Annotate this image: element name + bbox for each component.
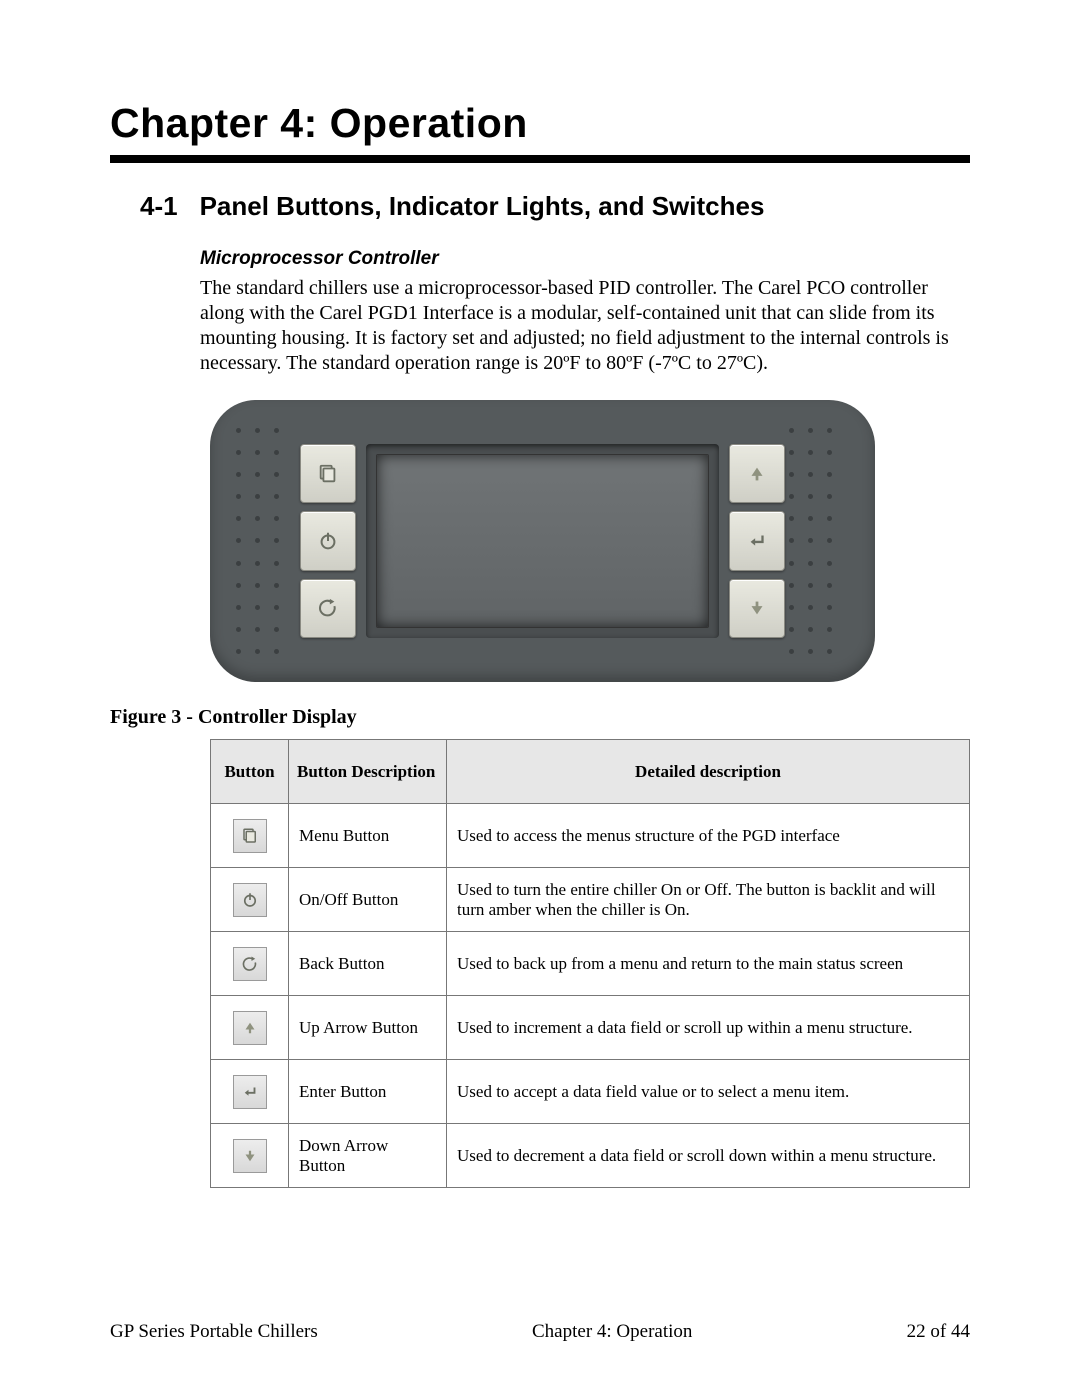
section-heading: 4-1 Panel Buttons, Indicator Lights, and… [140, 191, 970, 222]
button-icon-cell [211, 804, 289, 868]
section-number: 4-1 [140, 191, 178, 222]
button-desc-cell: Enter Button [289, 1060, 447, 1124]
back-button[interactable] [300, 579, 356, 638]
lcd-screen [376, 454, 709, 628]
up-icon [233, 1011, 267, 1045]
menu-button[interactable] [300, 444, 356, 503]
button-desc-cell: Back Button [289, 932, 447, 996]
button-detail-cell: Used to access the menus structure of th… [447, 804, 970, 868]
up-button[interactable] [729, 444, 785, 503]
table-row: On/Off ButtonUsed to turn the entire chi… [211, 868, 970, 932]
table-row: Menu ButtonUsed to access the menus stru… [211, 804, 970, 868]
down-icon [233, 1139, 267, 1173]
screen-bezel [366, 444, 719, 638]
table-row: Up Arrow ButtonUsed to increment a data … [211, 996, 970, 1060]
left-button-column [300, 444, 356, 638]
power-icon [233, 883, 267, 917]
title-rule [110, 155, 970, 163]
right-button-column [729, 444, 785, 638]
section-title: Panel Buttons, Indicator Lights, and Swi… [200, 191, 765, 222]
subheading: Microprocessor Controller [200, 248, 970, 270]
footer-center: Chapter 4: Operation [532, 1321, 692, 1343]
table-row: Enter ButtonUsed to accept a data field … [211, 1060, 970, 1124]
button-icon-cell [211, 996, 289, 1060]
body-paragraph: The standard chillers use a microprocess… [200, 276, 970, 376]
figure-caption: Figure 3 - Controller Display [110, 706, 970, 729]
button-icon-cell [211, 868, 289, 932]
button-detail-cell: Used to turn the entire chiller On or Of… [447, 868, 970, 932]
table-row: Back ButtonUsed to back up from a menu a… [211, 932, 970, 996]
button-detail-cell: Used to increment a data field or scroll… [447, 996, 970, 1060]
button-description-table: Button Button Description Detailed descr… [210, 739, 970, 1188]
button-desc-cell: Down Arrow Button [289, 1124, 447, 1188]
th-button: Button [211, 740, 289, 804]
speaker-dots-right [789, 428, 849, 654]
power-button[interactable] [300, 511, 356, 570]
button-desc-cell: Menu Button [289, 804, 447, 868]
button-detail-cell: Used to accept a data field value or to … [447, 1060, 970, 1124]
button-icon-cell [211, 1124, 289, 1188]
speaker-dots-left [236, 428, 296, 654]
down-button[interactable] [729, 579, 785, 638]
button-desc-cell: On/Off Button [289, 868, 447, 932]
enter-icon [233, 1075, 267, 1109]
back-icon [233, 947, 267, 981]
button-icon-cell [211, 932, 289, 996]
th-detail: Detailed description [447, 740, 970, 804]
chapter-title: Chapter 4: Operation [110, 100, 970, 147]
button-detail-cell: Used to back up from a menu and return t… [447, 932, 970, 996]
th-button-desc: Button Description [289, 740, 447, 804]
table-row: Down Arrow ButtonUsed to decrement a dat… [211, 1124, 970, 1188]
menu-icon [233, 819, 267, 853]
button-detail-cell: Used to decrement a data field or scroll… [447, 1124, 970, 1188]
button-desc-cell: Up Arrow Button [289, 996, 447, 1060]
controller-display-figure [210, 400, 875, 682]
footer-left: GP Series Portable Chillers [110, 1321, 318, 1343]
button-icon-cell [211, 1060, 289, 1124]
footer-right: 22 of 44 [907, 1321, 970, 1343]
enter-button[interactable] [729, 511, 785, 570]
page-footer: GP Series Portable Chillers Chapter 4: O… [110, 1321, 970, 1343]
